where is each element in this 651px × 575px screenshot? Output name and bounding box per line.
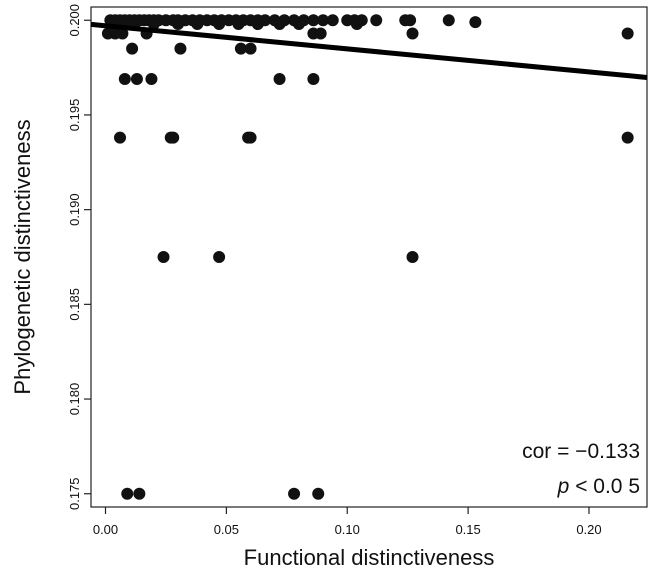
data-point [312, 487, 325, 500]
data-point [167, 131, 180, 144]
y-tick-label: 0.180 [67, 383, 82, 416]
y-axis: 0.175 0.180 0.185 0.190 0.195 0.200 [67, 4, 91, 510]
data-points [101, 14, 634, 500]
data-point [213, 18, 226, 31]
correlation-label: cor = −0.133 [522, 440, 640, 463]
data-point [273, 72, 286, 85]
data-point [292, 18, 305, 31]
data-point [174, 42, 187, 55]
data-point [121, 487, 134, 500]
p-symbol: p [557, 475, 570, 498]
data-point [232, 18, 245, 31]
data-point [145, 72, 158, 85]
data-point [147, 18, 160, 31]
data-point [317, 14, 330, 27]
data-point [370, 14, 383, 27]
x-tick-label: 0.05 [214, 522, 239, 537]
data-point [307, 14, 320, 27]
data-point [133, 487, 146, 500]
data-point [406, 27, 419, 40]
x-tick-label: 0.20 [576, 522, 601, 537]
data-point [251, 18, 264, 31]
data-point [234, 42, 247, 55]
data-point [307, 72, 320, 85]
y-axis-title: Phylogenetic distinctiveness [10, 119, 35, 394]
data-point [621, 131, 634, 144]
data-point [326, 14, 339, 27]
x-axis-title: Functional distinctiveness [244, 545, 495, 570]
y-tick-label: 0.195 [67, 99, 82, 132]
x-tick-label: 0.10 [335, 522, 360, 537]
data-point [130, 72, 143, 85]
data-point [157, 251, 170, 263]
data-point [469, 16, 482, 29]
y-tick-label: 0.190 [67, 193, 82, 226]
data-point [314, 27, 327, 40]
data-point [118, 72, 131, 85]
data-point [406, 251, 419, 263]
data-point [244, 42, 257, 55]
data-point [116, 27, 129, 40]
data-point [191, 18, 204, 31]
y-tick-label: 0.185 [67, 288, 82, 321]
x-tick-label: 0.00 [93, 522, 118, 537]
data-point [126, 42, 139, 55]
data-point [621, 27, 634, 40]
x-axis: 0.00 0.05 0.10 0.15 0.20 [93, 507, 602, 537]
data-point [114, 131, 127, 144]
data-point [288, 487, 301, 500]
data-point [350, 18, 363, 31]
p-value-label: p < 0.0 5 [557, 475, 640, 498]
data-point [244, 131, 257, 144]
y-tick-label: 0.175 [67, 477, 82, 510]
x-tick-label: 0.15 [455, 522, 480, 537]
data-point [442, 14, 455, 27]
data-point [404, 14, 417, 27]
y-tick-label: 0.200 [67, 4, 82, 37]
p-value-text: < 0.0 5 [569, 475, 640, 498]
plot-frame [90, 6, 648, 508]
data-point [273, 18, 286, 31]
data-point [172, 18, 185, 31]
data-point [213, 251, 226, 263]
regression-line [90, 21, 648, 80]
